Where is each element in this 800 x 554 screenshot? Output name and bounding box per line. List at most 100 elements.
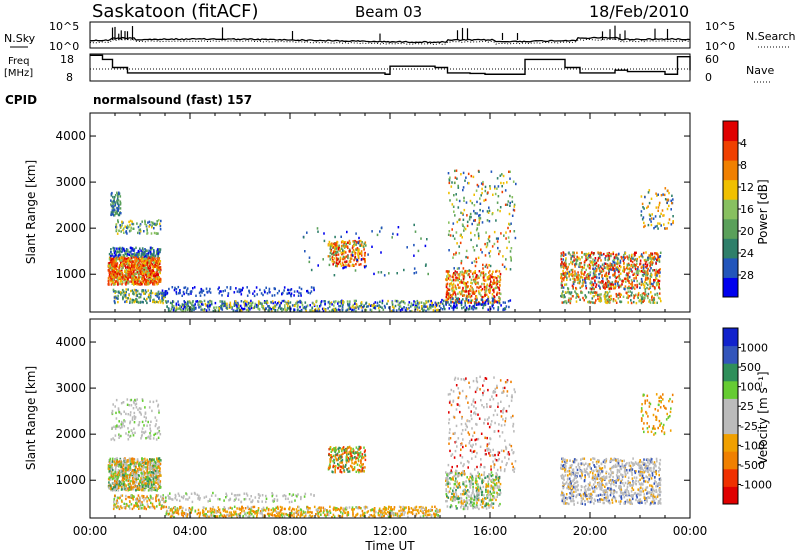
power-cell bbox=[610, 283, 612, 286]
power-cell bbox=[278, 289, 280, 293]
power-cell bbox=[139, 224, 141, 227]
power-cell bbox=[125, 248, 128, 251]
power-cell bbox=[147, 296, 150, 299]
power-cell bbox=[133, 252, 136, 255]
power-cell bbox=[236, 309, 239, 312]
power-cell bbox=[348, 304, 350, 307]
power-cell bbox=[153, 261, 156, 264]
power-cell bbox=[157, 280, 160, 283]
velocity-cell bbox=[148, 482, 151, 485]
power-cell bbox=[628, 263, 630, 267]
power-cell bbox=[489, 185, 491, 188]
power-cell bbox=[649, 286, 651, 290]
power-cell bbox=[187, 293, 190, 296]
power-cell bbox=[566, 272, 569, 275]
power-cell bbox=[142, 253, 144, 256]
power-cell bbox=[119, 195, 122, 198]
power-cell bbox=[630, 257, 632, 261]
power-cell bbox=[131, 274, 133, 278]
power-cell bbox=[628, 275, 631, 279]
power-cell bbox=[598, 293, 601, 296]
power-cell bbox=[578, 274, 580, 277]
power-cell bbox=[186, 289, 188, 292]
power-cell bbox=[146, 249, 148, 252]
velocity-cell bbox=[154, 488, 157, 492]
power-cell bbox=[343, 250, 346, 253]
power-cell bbox=[634, 258, 637, 261]
power-cell bbox=[153, 252, 155, 255]
power-cell bbox=[423, 302, 425, 305]
power-cell bbox=[469, 275, 471, 279]
power-cell bbox=[177, 300, 179, 303]
nsearch-dotted-line bbox=[89, 38, 691, 46]
power-cell bbox=[604, 291, 607, 294]
power-cell bbox=[183, 292, 185, 296]
power-cell bbox=[203, 299, 206, 303]
power-cell bbox=[486, 266, 489, 269]
velocity-cell bbox=[127, 460, 129, 463]
power-cell bbox=[196, 300, 199, 303]
power-cell bbox=[497, 237, 499, 240]
power-cell bbox=[484, 198, 487, 202]
power-cell bbox=[154, 254, 157, 257]
power-cell bbox=[578, 282, 581, 285]
power-cell bbox=[119, 256, 122, 260]
power-cell bbox=[290, 307, 292, 310]
power-cell bbox=[569, 253, 572, 256]
power-cell bbox=[342, 251, 344, 254]
power-cell bbox=[138, 292, 140, 296]
power-cell bbox=[489, 307, 492, 311]
power-cell bbox=[449, 278, 451, 281]
power-cell bbox=[420, 237, 422, 240]
power-cell bbox=[117, 277, 120, 280]
power-cell bbox=[453, 302, 455, 305]
velocity-scatter bbox=[107, 375, 674, 519]
power-cell bbox=[242, 300, 245, 304]
velocity-cell bbox=[129, 468, 131, 471]
power-cell bbox=[618, 286, 620, 289]
power-cell bbox=[462, 188, 464, 192]
power-cell bbox=[570, 268, 573, 272]
power-cell bbox=[561, 277, 564, 280]
power-cell bbox=[142, 291, 145, 294]
power-cell bbox=[331, 255, 334, 258]
power-cell bbox=[126, 224, 129, 228]
power-cell bbox=[594, 275, 597, 278]
power-cell bbox=[209, 304, 211, 308]
power-cell bbox=[577, 295, 580, 299]
power-cell bbox=[336, 258, 339, 261]
power-cell bbox=[616, 282, 619, 285]
power-cell bbox=[658, 203, 661, 207]
power-cell bbox=[502, 307, 505, 311]
power-cell bbox=[486, 244, 489, 247]
power-cell bbox=[639, 298, 641, 302]
power-cell bbox=[253, 290, 256, 293]
freq-tick-top: 18 bbox=[60, 53, 74, 66]
power-cell bbox=[485, 273, 487, 276]
power-cell bbox=[371, 245, 373, 248]
power-cell bbox=[470, 301, 472, 304]
power-cell bbox=[468, 304, 471, 308]
power-cell bbox=[643, 207, 645, 210]
power-cell bbox=[155, 232, 158, 235]
power-cell bbox=[132, 227, 135, 230]
power-cell bbox=[152, 254, 155, 257]
power-cell bbox=[478, 223, 480, 226]
power-cell bbox=[453, 253, 455, 256]
power-cell bbox=[144, 271, 146, 274]
power-cell bbox=[469, 212, 472, 216]
power-cell bbox=[466, 294, 469, 298]
power-cell bbox=[476, 303, 478, 306]
power-cell bbox=[288, 291, 291, 295]
power-cell bbox=[472, 275, 474, 278]
power-cell bbox=[446, 275, 448, 278]
power-cell bbox=[512, 180, 515, 183]
power-cell bbox=[660, 224, 662, 227]
power-cell bbox=[110, 263, 113, 266]
power-cell bbox=[319, 303, 322, 307]
power-cell bbox=[108, 270, 110, 273]
power-cell bbox=[429, 303, 431, 307]
power-cell bbox=[461, 223, 464, 226]
power-cell bbox=[430, 299, 432, 303]
power-cell bbox=[452, 300, 454, 304]
